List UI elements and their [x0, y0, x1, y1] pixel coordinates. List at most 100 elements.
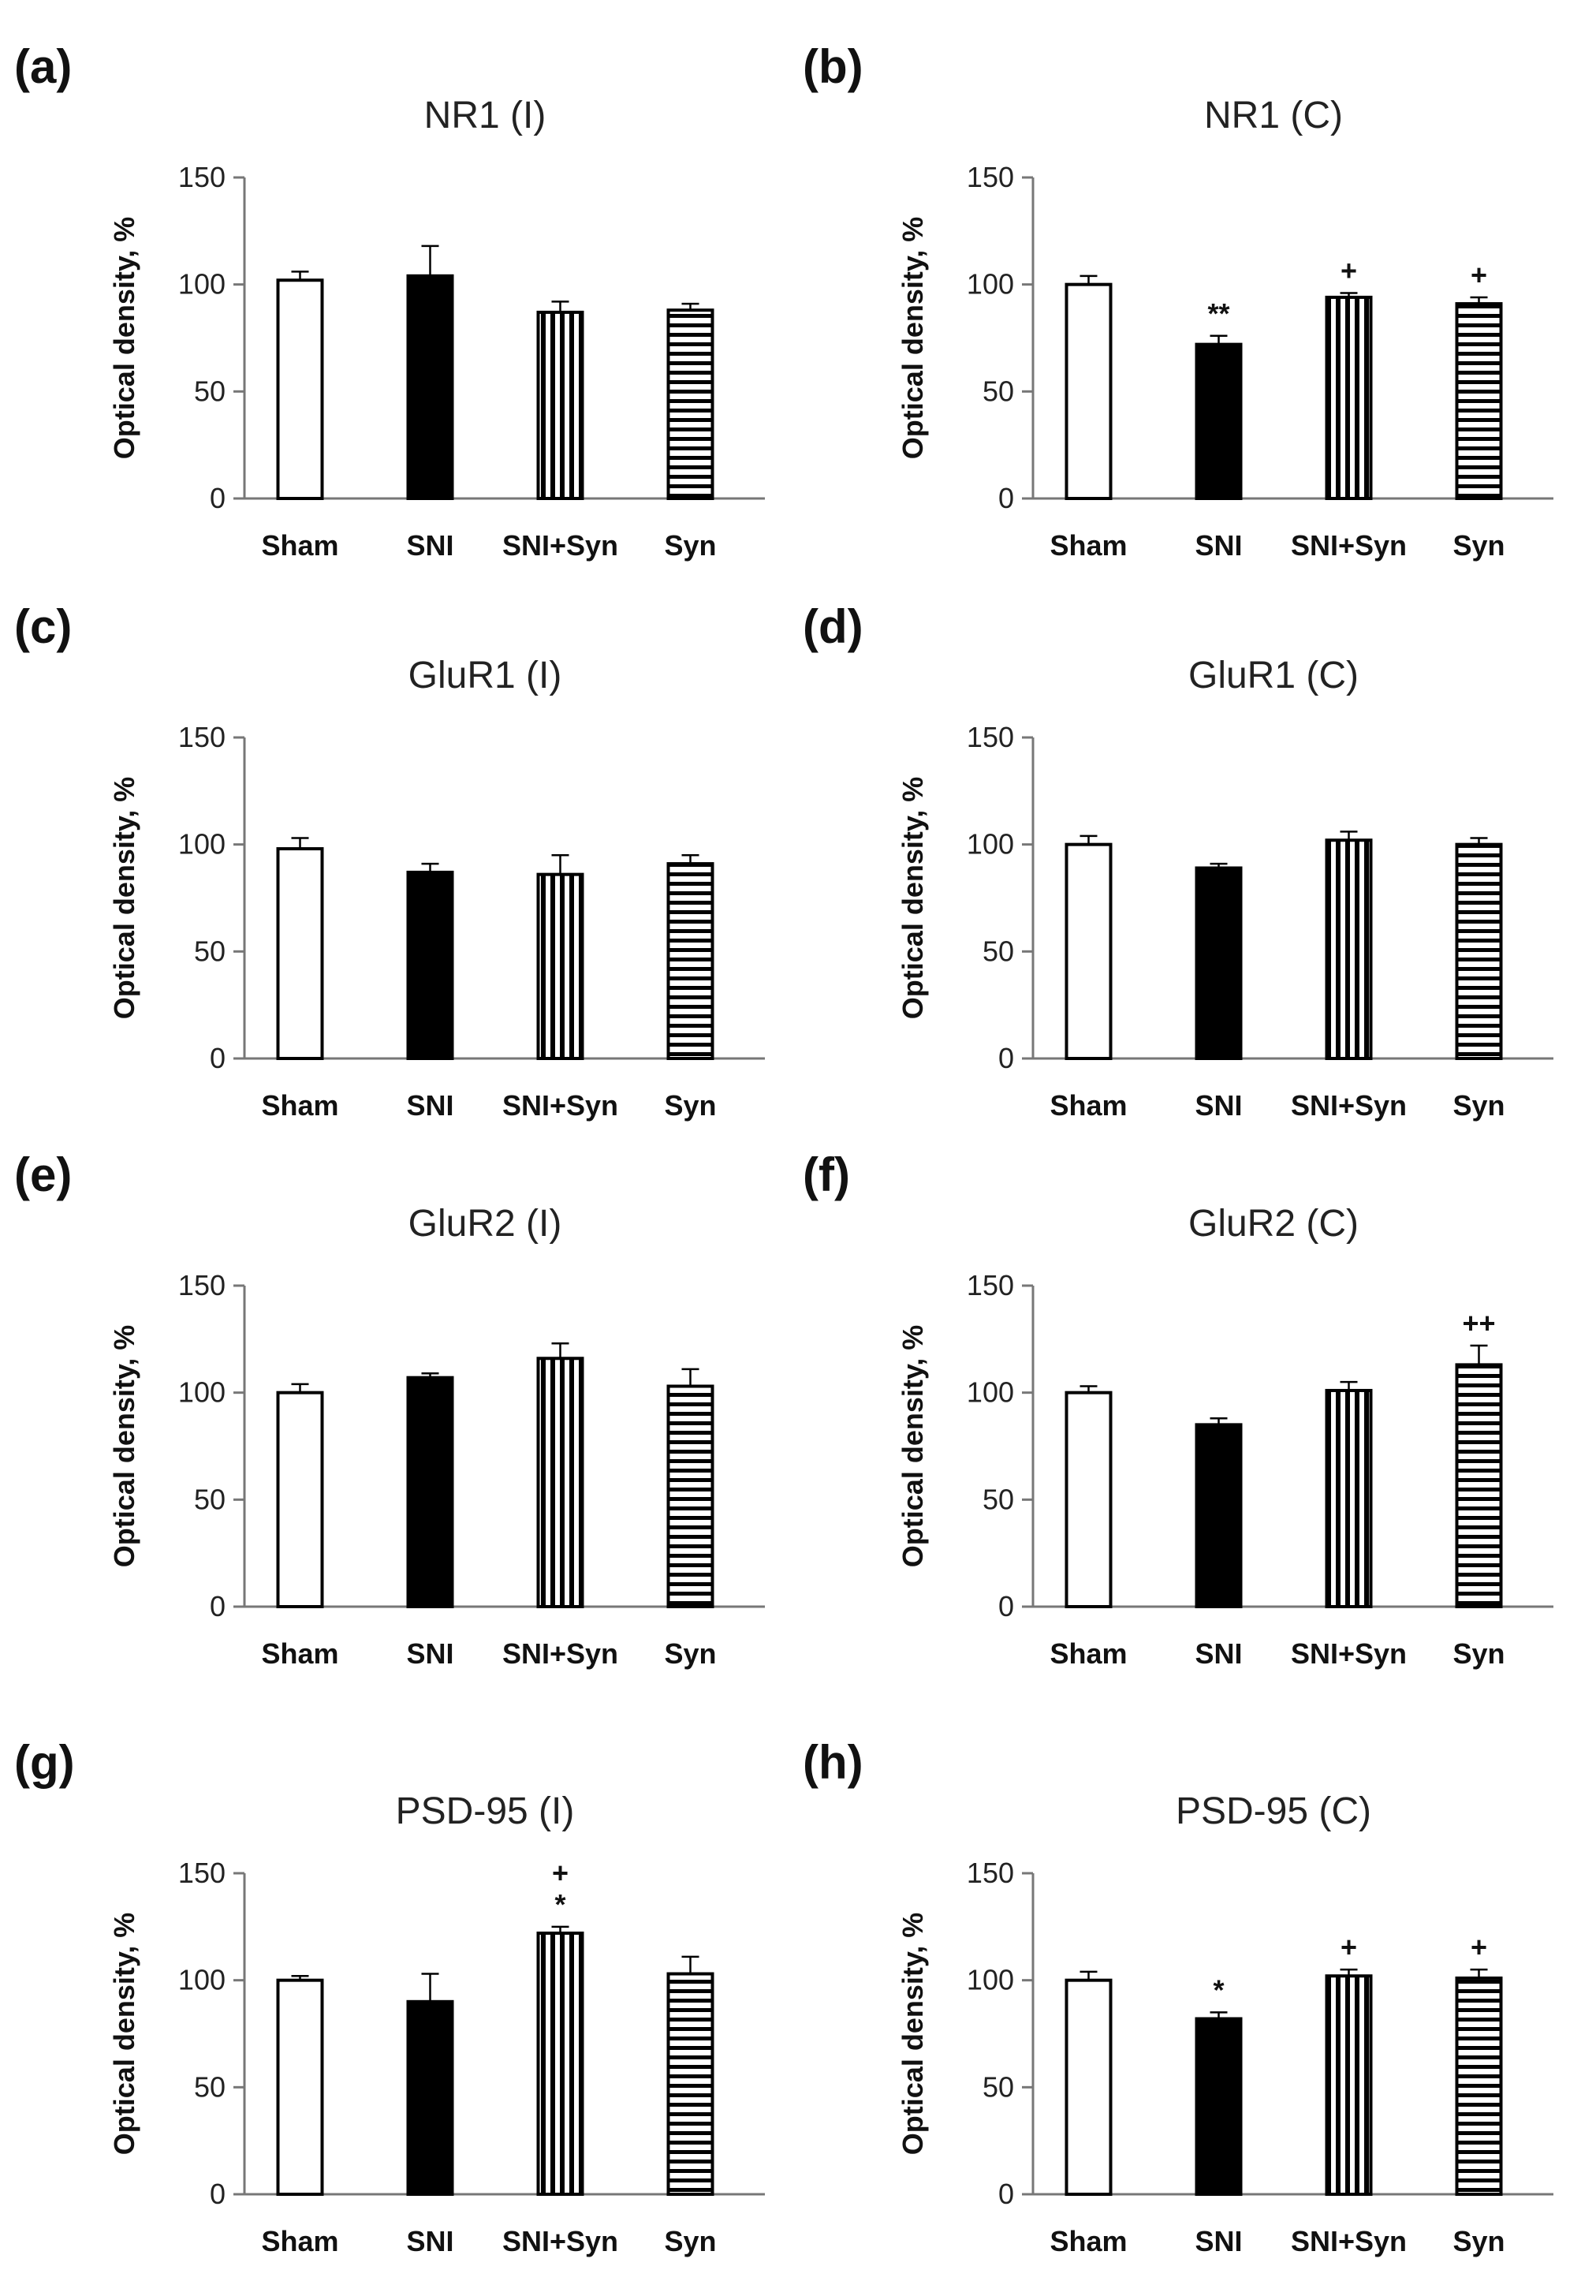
x-tick-label: Sham [261, 2225, 338, 2257]
y-tick-label: 150 [178, 1857, 226, 1889]
bar-sham [1065, 1391, 1113, 1608]
chart-title: GluR2 (C) [1188, 1203, 1359, 1245]
y-tick-label: 100 [967, 1964, 1014, 1996]
bar-sham [1065, 282, 1113, 500]
x-tick-label: Sham [1050, 2225, 1127, 2257]
y-tick-label: 100 [178, 1964, 226, 1996]
x-tick-label: SNI [406, 1089, 453, 1122]
y-tick-label: 50 [194, 935, 226, 967]
y-axis-label: Optical density, % [897, 1325, 929, 1567]
x-tick-label: Sham [261, 529, 338, 562]
bar-syn [1455, 302, 1503, 500]
chart-panel-c: (c) GluR1 (I) Optical density, % 0 50 100 150 S… [14, 600, 765, 1122]
bar-sham [1065, 842, 1113, 1060]
y-tick-label: 150 [967, 1269, 1014, 1301]
bar-syn [1455, 842, 1503, 1060]
x-tick-label: Sham [1050, 1637, 1127, 1670]
x-tick-label: SNI [1195, 529, 1242, 562]
x-tick-label: SNI [1195, 1089, 1242, 1122]
chart-title: PSD-95 (C) [1176, 1790, 1371, 1832]
x-tick-label: SNI+Syn [502, 2225, 618, 2257]
panel-letter: (f) [803, 1148, 850, 1201]
significance-label: + [1341, 255, 1357, 287]
x-tick-label: Sham [261, 1089, 338, 1122]
bar-syn [666, 1384, 714, 1608]
x-tick-label: SNI [1195, 2225, 1242, 2257]
chart-panel-e: (e) GluR2 (I) Optical density, % 0 50 100 150 S… [14, 1148, 765, 1670]
x-tick-label: Sham [261, 1637, 338, 1670]
panel-letter: (d) [803, 600, 863, 653]
bar-sni-syn [536, 1357, 584, 1608]
y-tick-label: 150 [178, 721, 226, 753]
y-tick-label: 0 [210, 1590, 226, 1622]
significance-label: * [554, 1888, 565, 1921]
bar-sham [276, 1978, 324, 2197]
y-axis-label: Optical density, % [897, 217, 929, 459]
x-tick-label: Syn [1452, 1089, 1505, 1122]
y-axis-label: Optical density, % [897, 777, 929, 1019]
x-tick-label: Syn [1452, 1637, 1505, 1670]
x-tick-label: SNI+Syn [502, 1089, 618, 1122]
x-tick-label: SNI+Syn [1291, 529, 1407, 562]
x-tick-label: SNI [406, 529, 453, 562]
bar-sni [406, 1999, 454, 2197]
x-tick-label: SNI [406, 2225, 453, 2257]
bar-syn [666, 862, 714, 1060]
bar-sni [406, 870, 454, 1060]
bar-syn [1455, 1363, 1503, 1608]
bar-sham [276, 278, 324, 500]
chart-title: GluR1 (I) [408, 655, 562, 696]
x-tick-label: SNI+Syn [1291, 1089, 1407, 1122]
y-tick-label: 0 [998, 2178, 1014, 2210]
y-axis-label: Optical density, % [108, 1325, 140, 1567]
bar-sni [406, 1376, 454, 1608]
y-axis-label: Optical density, % [108, 777, 140, 1019]
y-tick-label: 50 [983, 935, 1014, 967]
significance-label: + [552, 1857, 569, 1889]
bar-sni-syn [1325, 1388, 1373, 1609]
panel-letter: (b) [803, 40, 863, 93]
y-axis-label: Optical density, % [108, 1913, 140, 2155]
y-tick-label: 50 [983, 1483, 1014, 1515]
y-tick-label: 50 [983, 375, 1014, 407]
x-tick-label: SNI [1195, 1637, 1242, 1670]
panel-letter: (c) [14, 600, 72, 653]
bar-syn [1455, 1976, 1503, 2197]
chart-panel-b: (b) NR1 (C) Optical density, % 0 50 100 150 Sha… [803, 40, 1553, 562]
bar-syn [666, 308, 714, 500]
bar-sni-syn [1325, 838, 1373, 1060]
bar-sni [406, 274, 454, 500]
bar-sni [1195, 342, 1243, 501]
y-tick-label: 0 [210, 2178, 226, 2210]
x-tick-label: Syn [664, 1089, 716, 1122]
significance-label: + [1471, 259, 1487, 291]
significance-label: + [1341, 1931, 1357, 1963]
chart-title: GluR1 (C) [1188, 655, 1359, 696]
y-tick-label: 100 [967, 1376, 1014, 1409]
y-tick-label: 150 [967, 721, 1014, 753]
panel-letter: (h) [803, 1736, 863, 1789]
chart-panel-h: (h) PSD-95 (C) Optical density, % 0 50 100 150… [803, 1736, 1553, 2257]
bar-sham [1065, 1978, 1113, 2197]
chart-panel-a: (a) NR1 (I) Optical density, % 0 50 100 150 Sha… [14, 40, 765, 562]
bar-sni-syn [1325, 1974, 1373, 2196]
x-tick-label: SNI+Syn [502, 1637, 618, 1670]
y-tick-label: 150 [178, 161, 226, 193]
y-tick-label: 100 [178, 268, 226, 301]
x-tick-label: Sham [1050, 529, 1127, 562]
y-tick-label: 150 [967, 161, 1014, 193]
x-tick-label: SNI [406, 1637, 453, 1670]
significance-label: * [1213, 1973, 1224, 2006]
y-axis-label: Optical density, % [897, 1913, 929, 2155]
bar-sni-syn [1325, 295, 1373, 500]
x-tick-label: Syn [664, 529, 716, 562]
bar-sni-syn [536, 1931, 584, 2197]
panel-letter: (e) [14, 1148, 72, 1201]
y-tick-label: 50 [983, 2070, 1014, 2103]
y-tick-label: 150 [178, 1269, 226, 1301]
y-tick-label: 0 [998, 1042, 1014, 1074]
x-tick-label: Syn [664, 1637, 716, 1670]
y-tick-label: 0 [210, 482, 226, 514]
bar-sham [276, 1391, 324, 1608]
